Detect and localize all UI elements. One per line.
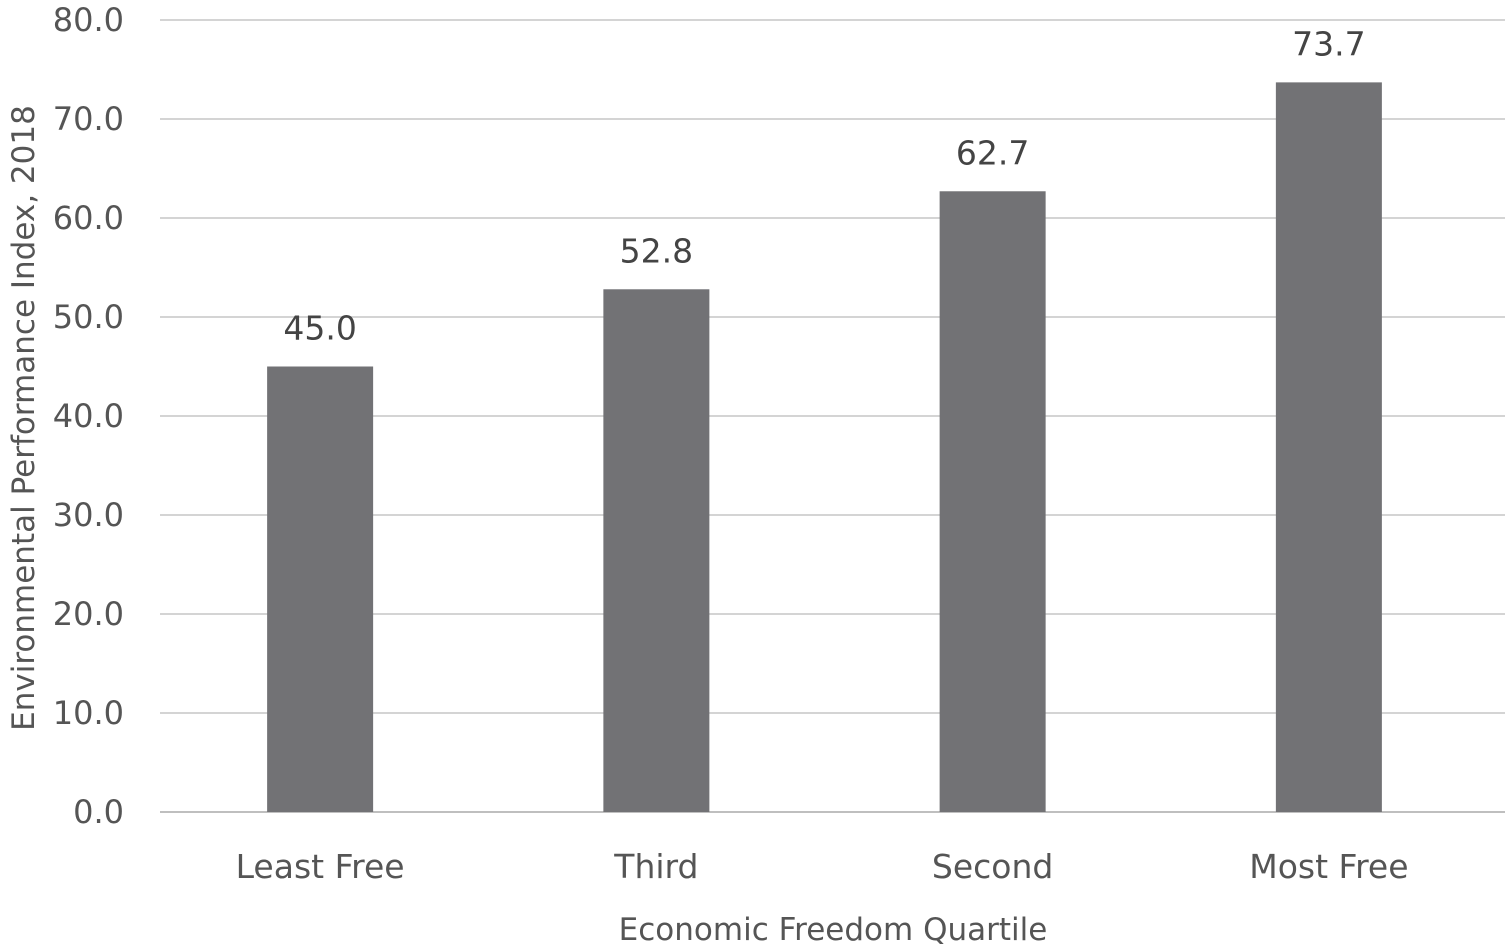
data-label: 62.7 <box>956 133 1029 172</box>
bar <box>603 289 710 812</box>
y-tick-label: 30.0 <box>53 496 124 534</box>
x-tick-label: Least Free <box>236 847 405 886</box>
y-tick-label: 70.0 <box>53 100 124 138</box>
bar <box>1275 82 1382 813</box>
x-tick-label: Third <box>613 847 698 886</box>
y-tick-label: 10.0 <box>53 694 124 732</box>
data-label: 73.7 <box>1292 24 1365 63</box>
y-axis-title: Environmental Performance Index, 2018 <box>6 105 42 731</box>
bars <box>267 82 1382 813</box>
data-label: 45.0 <box>283 309 356 348</box>
x-axis-ticks: Least Free Third Second Most Free <box>236 847 1409 886</box>
y-tick-label: 60.0 <box>53 199 124 237</box>
gridlines <box>160 19 1505 813</box>
bar <box>939 191 1046 812</box>
x-tick-label: Second <box>932 847 1053 886</box>
y-tick-label: 50.0 <box>53 298 124 336</box>
y-tick-label: 40.0 <box>53 397 124 435</box>
y-tick-label: 0.0 <box>73 793 124 831</box>
y-tick-label: 20.0 <box>53 595 124 633</box>
x-tick-label: Most Free <box>1249 847 1408 886</box>
y-axis-ticks: 0.0 10.0 20.0 30.0 40.0 50.0 60.0 70.0 80.0 <box>53 1 124 831</box>
y-tick-label: 80.0 <box>53 1 124 39</box>
data-labels: 45.0 52.8 62.7 73.7 <box>283 24 1365 347</box>
data-label: 52.8 <box>620 231 693 270</box>
x-axis-title: Economic Freedom Quartile <box>619 912 1048 947</box>
bar <box>267 366 374 812</box>
